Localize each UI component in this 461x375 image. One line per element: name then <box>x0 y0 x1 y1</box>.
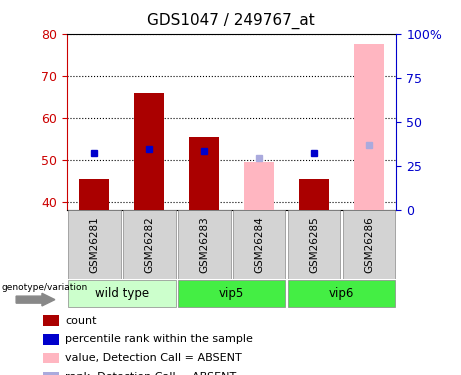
Bar <box>43 353 59 363</box>
Bar <box>178 280 285 307</box>
Text: vip6: vip6 <box>329 287 354 300</box>
Text: percentile rank within the sample: percentile rank within the sample <box>65 334 253 344</box>
Bar <box>123 210 176 279</box>
Bar <box>299 178 329 210</box>
Bar <box>354 44 384 210</box>
Text: wild type: wild type <box>95 287 149 300</box>
Bar <box>43 334 59 345</box>
Bar <box>288 280 396 307</box>
Bar <box>178 210 230 279</box>
Bar <box>244 162 274 210</box>
Bar <box>343 210 396 279</box>
Bar <box>233 210 285 279</box>
Text: value, Detection Call = ABSENT: value, Detection Call = ABSENT <box>65 353 242 363</box>
Text: GSM26283: GSM26283 <box>199 216 209 273</box>
Text: rank, Detection Call = ABSENT: rank, Detection Call = ABSENT <box>65 372 236 375</box>
Bar <box>43 315 59 326</box>
Text: count: count <box>65 316 97 326</box>
Bar <box>189 136 219 210</box>
Bar <box>134 93 165 210</box>
Bar <box>288 210 340 279</box>
Text: GSM26284: GSM26284 <box>254 216 264 273</box>
FancyArrow shape <box>16 293 55 306</box>
Text: genotype/variation: genotype/variation <box>1 283 88 292</box>
Bar <box>43 372 59 375</box>
Text: GSM26286: GSM26286 <box>364 216 374 273</box>
Text: GSM26281: GSM26281 <box>89 216 99 273</box>
Text: GDS1047 / 249767_at: GDS1047 / 249767_at <box>147 12 314 29</box>
Text: GSM26285: GSM26285 <box>309 216 319 273</box>
Bar <box>79 178 109 210</box>
Bar <box>68 210 121 279</box>
Text: vip5: vip5 <box>219 287 244 300</box>
Bar <box>68 280 176 307</box>
Text: GSM26282: GSM26282 <box>144 216 154 273</box>
